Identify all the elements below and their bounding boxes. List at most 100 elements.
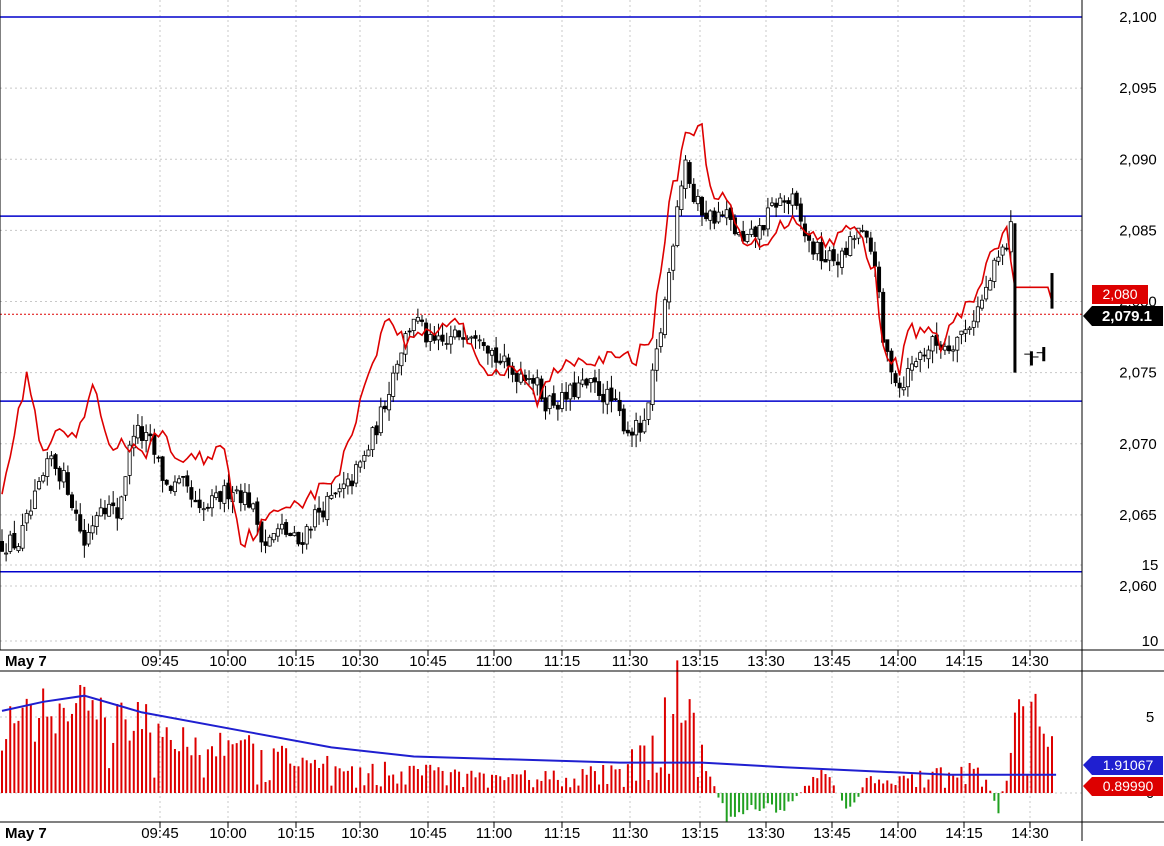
volume-tick-label: 5 — [1146, 709, 1154, 726]
candle-body — [74, 509, 79, 514]
candle-body — [267, 536, 272, 547]
candle-body — [942, 345, 947, 351]
time-tick-label: 13:45 — [813, 653, 851, 670]
candle-body — [749, 228, 754, 235]
candle-body — [638, 422, 643, 433]
candle-body — [794, 192, 799, 206]
candle-body — [584, 378, 589, 386]
candle-body — [951, 349, 956, 352]
candle-body — [555, 404, 560, 410]
candle-body — [139, 426, 144, 441]
candle-body — [617, 399, 622, 412]
time-tick-label: 10:45 — [409, 825, 447, 841]
last-price-label: 2,079.1 — [1102, 308, 1152, 325]
candle-body — [687, 162, 692, 184]
candle-body — [877, 266, 882, 293]
candle-body — [807, 234, 812, 241]
volume-average-line[interactable] — [1, 694, 1057, 776]
candle-body — [646, 402, 651, 420]
time-tick-label: 14:15 — [945, 653, 983, 670]
candle-body — [712, 210, 717, 224]
candle-body — [263, 541, 268, 546]
candle-body — [28, 510, 33, 516]
time-tick-label: 10:00 — [209, 653, 247, 670]
candle-body — [329, 494, 334, 499]
candle-body — [518, 373, 523, 383]
candle-body — [971, 320, 976, 328]
candle-body — [378, 406, 383, 434]
candle-body — [1008, 221, 1013, 253]
time-tick-label: 13:45 — [813, 825, 851, 841]
price-tick-label: 2,075 — [1119, 365, 1157, 382]
candle-body — [12, 533, 17, 549]
candle-body — [473, 335, 478, 339]
candle-body — [679, 185, 684, 210]
candle-body — [761, 224, 766, 231]
candle-body — [102, 507, 107, 515]
candle-body — [57, 467, 62, 482]
candle-body — [872, 251, 877, 267]
candle-body — [485, 345, 490, 354]
red-price-line[interactable] — [1, 122, 1053, 548]
candle-body — [411, 318, 416, 331]
candle-body — [642, 419, 647, 433]
candle-body — [918, 352, 923, 360]
candle-body — [568, 384, 573, 400]
candle-body — [560, 392, 565, 409]
candlestick-series[interactable] — [0, 155, 1013, 562]
candle-body — [135, 424, 140, 439]
candle-body — [8, 534, 13, 552]
candle-body — [185, 475, 190, 487]
candle-body — [308, 528, 313, 531]
red-line-value-tag: 2,080 — [1092, 285, 1148, 304]
time-tick-label: 13:30 — [747, 825, 785, 841]
candle-body — [321, 510, 326, 518]
candle-body — [457, 330, 462, 338]
candle-body — [901, 387, 906, 391]
volume-tick-label: 15 — [1142, 557, 1159, 574]
time-tick-label: 10:15 — [277, 653, 315, 670]
post-gap-bars[interactable] — [1013, 223, 1054, 373]
candle-body — [24, 513, 29, 524]
candle-body — [226, 482, 231, 500]
candle-body — [547, 395, 552, 410]
candle-body — [448, 336, 453, 345]
candle-body — [436, 335, 441, 341]
candle-body — [317, 507, 322, 513]
time-tick-label: 13:15 — [681, 653, 719, 670]
candle-body — [914, 361, 919, 367]
volume-histogram[interactable] — [1, 660, 1053, 822]
candle-body — [20, 525, 25, 549]
candle-body — [662, 299, 667, 335]
candle-body — [514, 372, 519, 382]
candle-body — [502, 355, 507, 363]
time-tick-label: 14:00 — [879, 825, 917, 841]
candle-body — [720, 214, 725, 217]
time-tick-label: 11:00 — [476, 653, 512, 670]
candle-body — [156, 456, 161, 459]
candle-body — [354, 464, 359, 484]
candle-body — [811, 241, 816, 255]
candle-body — [786, 200, 791, 204]
candle-body — [840, 250, 845, 268]
candle-body — [815, 241, 820, 255]
candle-body — [770, 202, 775, 206]
candle-body — [658, 332, 663, 347]
candle-body — [61, 470, 66, 483]
candle-body — [358, 461, 363, 468]
candle-body — [288, 532, 293, 537]
candle-body — [634, 420, 639, 436]
candle-body — [930, 336, 935, 352]
time-tick-label: 11:00 — [476, 825, 512, 841]
candle-body — [885, 339, 890, 352]
candle-body — [181, 475, 186, 478]
candle-body — [527, 378, 532, 380]
candle-body — [481, 342, 486, 347]
time-tick-label: 14:00 — [879, 653, 917, 670]
candle-body — [424, 322, 429, 343]
candle-body — [774, 202, 779, 208]
time-axis-main: 09:45 10:00 10:15 10:30 10:45 11:00 11:15 11:30… — [141, 650, 1049, 670]
candle-body — [477, 339, 482, 342]
